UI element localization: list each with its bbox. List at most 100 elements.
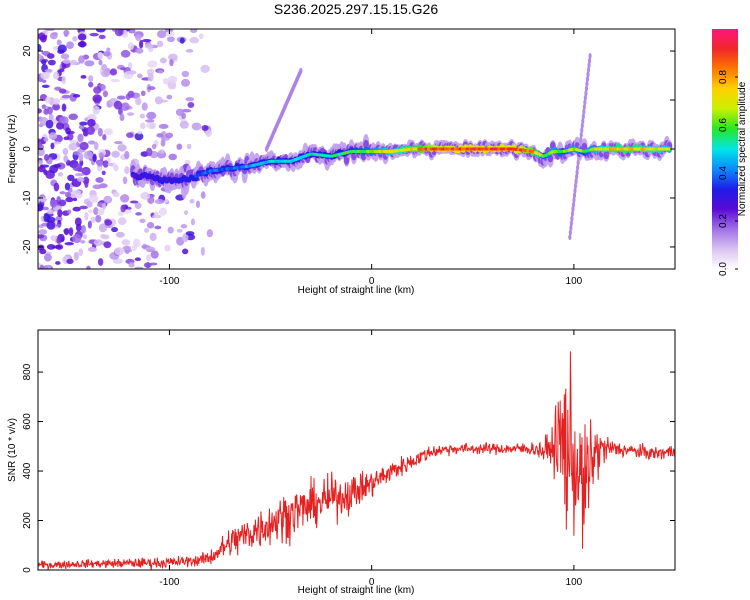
spectrogram-noise-cell <box>185 49 194 53</box>
colorbar-label: Normalized spectral amplitude <box>737 81 748 216</box>
spectrogram-y-ticks: -20 -10 0 10 20 <box>22 45 675 254</box>
spectrogram-noise-cell <box>141 39 152 43</box>
spectrogram-noise-cell <box>124 166 130 175</box>
spectrogram-noise-cell <box>120 49 131 58</box>
spectrogram-y-axis-label: Frequency (Hz) <box>7 115 18 184</box>
snr-frame <box>37 329 676 571</box>
spectrogram-noise-cell <box>189 198 195 204</box>
spectrogram-noise-cell <box>64 241 74 246</box>
spectrogram-noise-cell <box>61 94 71 99</box>
spectrogram-noise-cell <box>46 209 54 215</box>
spectrogram-noise-cell <box>84 211 89 221</box>
spectrogram-streak-cell <box>568 234 572 241</box>
colorbar: 0.0 0.2 0.4 0.6 0.8 Normalized spectral ampl… <box>712 29 748 276</box>
spectrogram-streak-cell <box>576 159 580 166</box>
spectrogram-noise-cell <box>134 257 141 262</box>
spectrogram-noise-cell <box>55 261 61 265</box>
spectrogram-noise-cell <box>46 53 55 59</box>
spectrogram-noise-cell <box>187 102 195 108</box>
spectrogram-noise-cell <box>63 155 68 163</box>
snr-x-tick-label: 100 <box>566 577 583 588</box>
spectrogram-noise-cell <box>176 228 183 233</box>
spectrogram-noise-cell <box>95 29 106 33</box>
spectrogram-noise-cell <box>144 43 154 49</box>
spectrogram-noise-cell <box>39 264 45 269</box>
spectrogram-noise-cell <box>38 53 43 60</box>
snr-y-tick-label: 0 <box>22 567 33 573</box>
spectrogram-noise-cell <box>79 205 88 210</box>
spectrogram-noise-cell <box>64 182 71 191</box>
spectrogram-noise-cell <box>169 59 174 67</box>
spectrogram-noise-cell <box>46 220 56 230</box>
spectrogram-noise-cell <box>113 164 119 172</box>
spectrogram-noise-cell <box>43 154 50 161</box>
spectrogram-y-tick-label: -10 <box>22 190 33 205</box>
spectrogram-noise-cell <box>200 64 210 73</box>
spectrogram-noise-cell <box>49 165 59 174</box>
spectrogram-noise-cell <box>101 170 106 176</box>
spectrogram-y-tick-label: -20 <box>22 239 33 254</box>
spectrogram-noise-cell <box>179 120 189 129</box>
spectrogram-noise-cell <box>93 239 103 247</box>
spectrogram-noise-cell <box>133 238 141 248</box>
spectrogram-streak-cell <box>586 66 591 73</box>
spectrogram-noise-cell <box>78 124 85 130</box>
spectrogram-noise-cell <box>146 147 153 157</box>
colorbar-gradient <box>712 29 738 269</box>
spectrogram-y-tick-label: 0 <box>22 146 33 152</box>
spectrogram-noise-cell <box>114 29 124 37</box>
spectrogram-noise-cell <box>72 163 83 172</box>
colorbar-ticks: 0.0 0.2 0.4 0.6 0.8 <box>718 70 738 276</box>
spectrogram-noise-cell <box>95 214 102 223</box>
spectrogram-noise-cell <box>156 40 164 48</box>
spectrogram-noise-cell <box>107 162 114 167</box>
spectrogram-noise-cell <box>168 153 178 161</box>
spectrogram-noise-cell <box>45 96 51 104</box>
spectrogram-noise-cell <box>80 74 87 79</box>
colorbar-tick-label: 0.8 <box>718 70 729 84</box>
spectrogram-noise-cell <box>136 73 143 79</box>
spectrogram-noise-cell <box>39 197 47 202</box>
spectrogram-streak-cell <box>579 131 583 138</box>
spectrogram-streak-cell <box>574 173 579 180</box>
spectrogram-noise-cell <box>83 150 94 160</box>
spectrogram-noise-cell <box>43 137 49 142</box>
spectrogram-noise-cell <box>67 209 72 214</box>
spectrogram-noise-cell <box>92 105 100 115</box>
spectrogram-noise-cell <box>116 95 126 100</box>
spectrogram-noise-cell <box>57 44 67 53</box>
spectrogram-noise-cell <box>84 179 89 188</box>
snr-x-tick-label: 0 <box>369 577 375 588</box>
spectrogram-noise-cell <box>104 219 113 226</box>
spectrogram-noise-cell <box>52 103 61 111</box>
spectrogram-noise-cell <box>190 218 196 226</box>
spectrogram-noise-cell <box>98 34 106 40</box>
spectrogram-noise-cell <box>145 119 155 123</box>
spectrogram-noise-cell <box>38 138 43 142</box>
spectrogram-noise-cell <box>184 159 191 165</box>
spectrogram-noise-cell <box>93 141 99 151</box>
spectrogram-noise-cell <box>134 266 144 269</box>
spectrogram-noise-cell <box>189 37 200 44</box>
spectrogram-noise-cell <box>102 202 107 210</box>
spectrogram-noise-cell <box>164 244 171 252</box>
spectrogram-noise-cell <box>162 77 169 85</box>
spectrogram-noise-cell <box>102 90 109 98</box>
spectrogram-noise-cell <box>120 67 127 71</box>
spectrogram-noise-cell <box>134 202 142 209</box>
spectrogram-noise-cell <box>47 106 53 115</box>
spectrogram-noise-cell <box>166 94 173 100</box>
spectrogram-noise-cell <box>143 262 152 268</box>
spectrogram-noise-cell <box>79 121 88 126</box>
spectrogram-streak-cell <box>299 67 303 74</box>
spectrogram-noise-cell <box>52 141 62 145</box>
colorbar-tick-label: 0.2 <box>718 214 729 228</box>
spectrogram-noise-cell <box>63 29 70 36</box>
spectrogram-noise-cell <box>72 234 82 244</box>
spectrogram-noise-cell <box>77 133 84 143</box>
spectrogram-noise-cell <box>62 59 71 64</box>
spectrogram-noise-cell <box>65 127 71 135</box>
spectrogram-noise-cell <box>156 133 164 138</box>
